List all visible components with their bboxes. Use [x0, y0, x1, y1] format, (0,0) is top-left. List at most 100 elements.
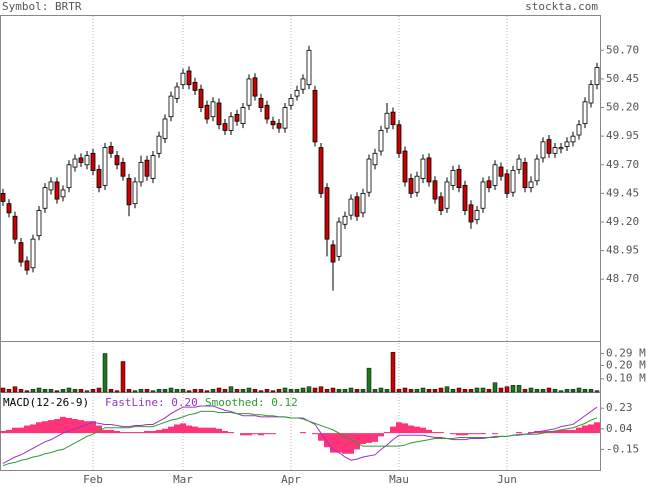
macd-histogram-bar — [42, 421, 48, 434]
macd-histogram-bar — [138, 432, 144, 434]
macd-histogram-bar — [420, 427, 426, 434]
candle-body — [588, 84, 594, 104]
candle-body — [90, 152, 96, 171]
candle-body — [264, 104, 270, 120]
macd-histogram-bar — [84, 421, 90, 434]
candle-body — [114, 155, 120, 166]
volume-bar — [540, 389, 546, 393]
macd-histogram-bar — [150, 430, 156, 434]
volume-bar — [246, 387, 252, 393]
candle-body — [246, 78, 252, 106]
macd-histogram-bar — [228, 432, 234, 434]
candle-body — [294, 89, 300, 97]
volume-bar — [324, 389, 330, 393]
volume-bar — [186, 390, 192, 393]
y-tick-label: 0.29 M — [606, 347, 646, 360]
y-tick-label: 50.20 — [606, 101, 639, 114]
volume-bar — [162, 389, 168, 393]
y-tick-label: 49.70 — [606, 158, 639, 171]
macd-histogram-bar — [432, 432, 438, 434]
macd-histogram-bar — [528, 432, 534, 434]
volume-bar — [66, 387, 72, 393]
macd-histogram-bar — [240, 433, 246, 436]
candle-body — [492, 164, 498, 186]
volume-bar — [594, 390, 600, 393]
x-tick-label: Jun — [497, 473, 517, 486]
candle-body — [480, 181, 486, 209]
volume-bar — [414, 389, 420, 393]
volume-bar — [516, 385, 522, 393]
macd-histogram-bar — [450, 433, 456, 435]
volume-bar — [126, 389, 132, 393]
macd-histogram-bar — [438, 432, 444, 434]
volume-bar — [222, 389, 228, 393]
y-tick-label: 0.10 M — [606, 372, 646, 385]
y-tick-label: 48.95 — [606, 244, 639, 257]
candle-body — [426, 157, 432, 183]
volume-bar — [570, 389, 576, 393]
volume-bar — [390, 351, 396, 393]
macd-histogram-bar — [96, 425, 102, 434]
volume-bar — [234, 389, 240, 393]
candle-body — [222, 123, 228, 131]
volume-bar — [468, 389, 474, 393]
y-tick-label: 49.20 — [606, 215, 639, 228]
volume-bar — [264, 389, 270, 393]
volume-bar — [282, 387, 288, 393]
macd-histogram-bar — [570, 429, 576, 434]
volume-bar — [306, 386, 312, 393]
volume-bar — [456, 387, 462, 393]
volume-bar — [408, 389, 414, 393]
x-tick-label: Mau — [389, 473, 409, 486]
candle-body — [564, 141, 570, 147]
x-tick-label: Apr — [281, 473, 301, 486]
volume-bar — [24, 390, 30, 393]
macd-histogram-bar — [66, 417, 72, 434]
candle-body — [522, 162, 528, 189]
volume-bar — [522, 389, 528, 393]
macd-histogram-bar — [252, 433, 258, 435]
volume-bar — [528, 387, 534, 393]
candle-body — [534, 158, 540, 182]
volume-bar — [72, 389, 78, 393]
candle-body — [384, 112, 390, 129]
volume-bar — [396, 389, 402, 393]
candle-body — [258, 97, 264, 108]
candle-body — [306, 49, 312, 86]
candle-body — [228, 116, 234, 131]
macd-histogram-bar — [0, 430, 6, 434]
candle-body — [252, 77, 258, 97]
candle-body — [420, 158, 426, 179]
macd-histogram-bar — [6, 429, 12, 434]
candle-body — [234, 114, 240, 122]
volume-bar — [84, 390, 90, 393]
candle-body — [582, 101, 588, 124]
candle-body — [216, 102, 222, 126]
candle-body — [12, 215, 18, 240]
volume-bar — [228, 386, 234, 393]
macd-histogram-bar — [156, 429, 162, 434]
volume-bar — [36, 387, 42, 393]
volume-bar — [426, 389, 432, 393]
volume-bar — [558, 390, 564, 393]
macd-histogram-bar — [558, 429, 564, 434]
candle-body — [72, 158, 78, 168]
macd-line — [2, 410, 598, 467]
macd-histogram-bar — [270, 433, 276, 435]
candle-body — [396, 124, 402, 154]
volume-bar — [174, 389, 180, 393]
candle-body — [156, 135, 162, 154]
macd-histogram-bar — [120, 432, 126, 434]
volume-bar — [276, 389, 282, 393]
y-tick-label: -0.15 — [606, 442, 639, 455]
volume-bar — [384, 389, 390, 393]
volume-bar — [492, 382, 498, 393]
candle-body — [366, 158, 372, 193]
x-tick-label: Feb — [83, 473, 103, 486]
candle-body — [528, 181, 534, 189]
macd-histogram-bar — [480, 433, 486, 435]
volume-bar — [342, 389, 348, 393]
candle-body — [60, 189, 66, 198]
volume-bar — [402, 387, 408, 393]
